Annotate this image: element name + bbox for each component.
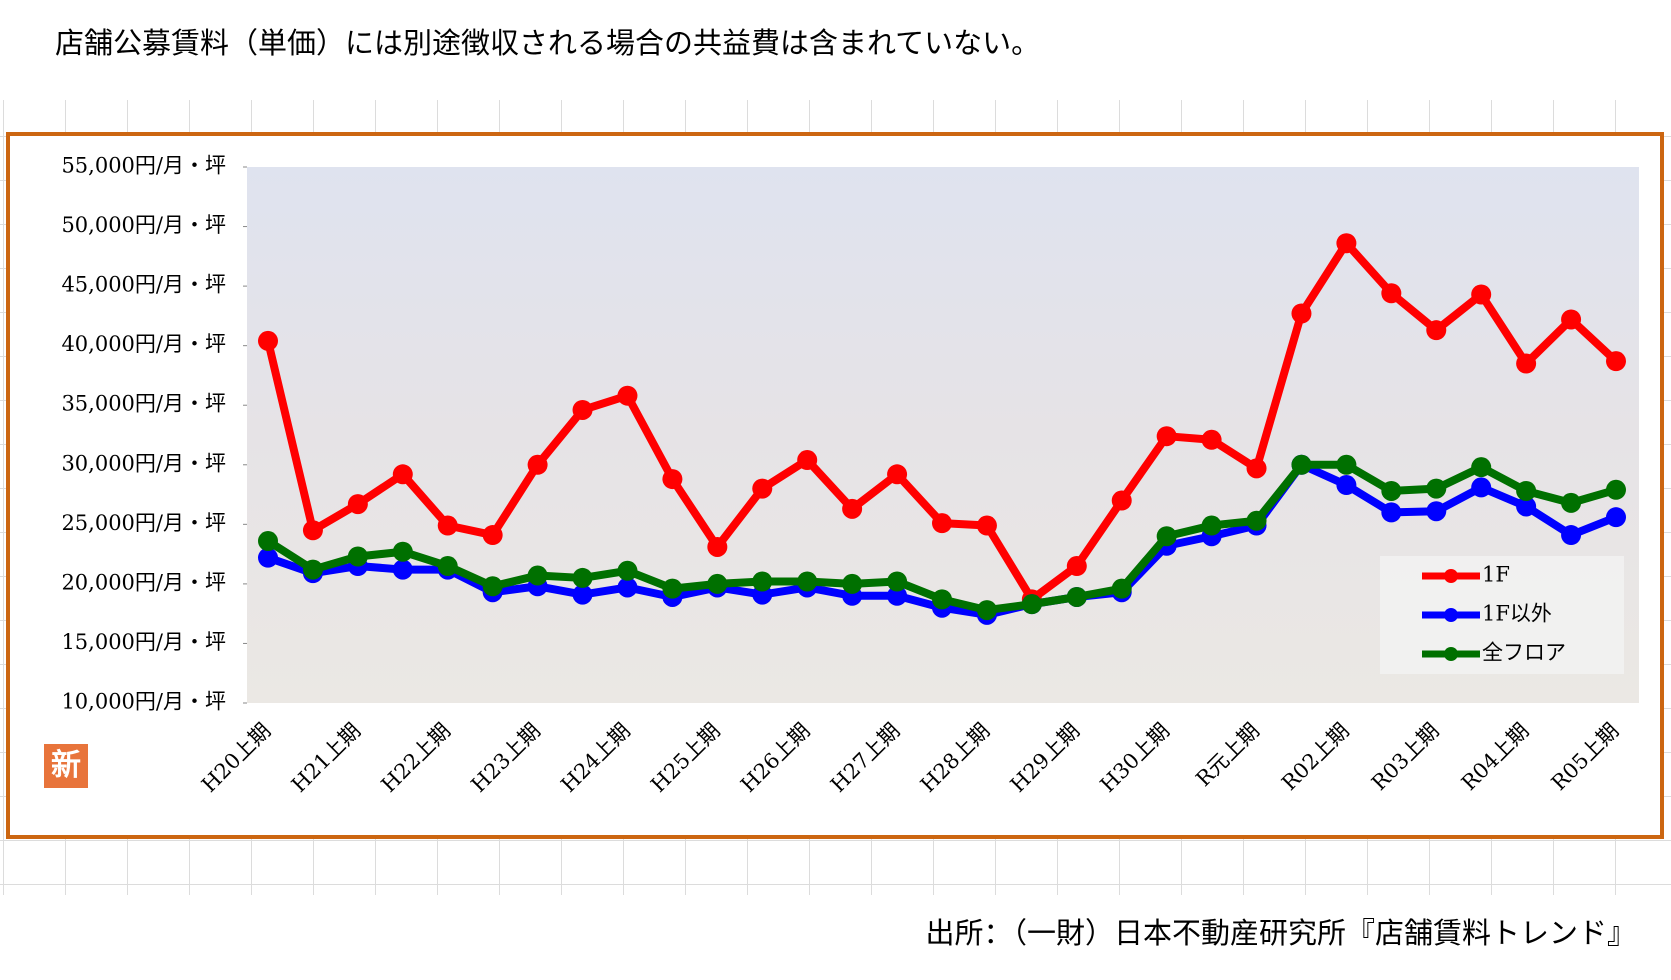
- data-point: [572, 567, 593, 588]
- data-point: [932, 513, 952, 534]
- data-point: [707, 573, 728, 594]
- data-point: [437, 515, 458, 536]
- data-point: [347, 546, 368, 567]
- data-point: [1426, 478, 1447, 499]
- data-point: [482, 576, 503, 597]
- data-point: [1156, 526, 1177, 547]
- y-tick-label: 50,000円/月・坪: [61, 213, 226, 237]
- data-point: [1111, 490, 1132, 511]
- data-point: [437, 556, 458, 577]
- legend-marker: [1444, 569, 1458, 583]
- data-point: [887, 585, 908, 606]
- data-point: [1381, 480, 1402, 501]
- data-point: [392, 559, 413, 580]
- data-point: [842, 573, 863, 594]
- page-title: 店舗公募賃料（単価）には別途徴収される場合の共益費は含まれていない。: [55, 26, 1040, 60]
- y-tick-label: 25,000円/月・坪: [61, 511, 226, 535]
- data-point: [1426, 501, 1447, 522]
- data-point: [347, 494, 368, 515]
- data-point: [1516, 353, 1537, 374]
- data-point: [1066, 556, 1087, 577]
- data-point: [1201, 429, 1222, 450]
- data-point: [1381, 502, 1402, 523]
- y-tick-label: 35,000円/月・坪: [61, 392, 226, 416]
- data-point: [662, 578, 683, 599]
- data-point: [258, 531, 278, 552]
- y-tick-label: 10,000円/月・坪: [61, 690, 226, 714]
- data-point: [1426, 320, 1447, 341]
- badge-icon: [44, 744, 88, 788]
- data-point: [662, 469, 683, 490]
- data-point: [1291, 303, 1312, 324]
- data-point: [707, 536, 728, 557]
- data-point: [1336, 233, 1357, 254]
- data-point: [392, 464, 413, 485]
- source-note: 出所：（一財）日本不動産研究所『店舗賃料トレンド』: [925, 916, 1636, 950]
- y-tick-label: 45,000円/月・坪: [61, 273, 226, 297]
- data-point: [752, 478, 773, 499]
- data-point: [617, 577, 638, 598]
- legend-label: 1F以外: [1482, 602, 1552, 626]
- data-point: [1471, 284, 1492, 305]
- data-point: [258, 330, 278, 351]
- data-point: [1156, 426, 1177, 447]
- data-point: [527, 454, 548, 475]
- data-point: [572, 399, 593, 420]
- legend-label: 全フロア: [1482, 641, 1566, 665]
- data-point: [617, 560, 638, 581]
- data-point: [1561, 309, 1582, 330]
- title-band: [0, 0, 1671, 100]
- data-point: [1471, 457, 1492, 478]
- data-point: [1381, 283, 1402, 304]
- legend-label: 1F: [1482, 563, 1510, 587]
- data-point: [1291, 454, 1312, 475]
- data-point: [797, 450, 818, 471]
- data-point: [1606, 507, 1626, 528]
- data-point: [1606, 351, 1626, 372]
- data-point: [842, 498, 863, 519]
- data-point: [258, 547, 278, 568]
- y-tick-label: 30,000円/月・坪: [61, 451, 226, 475]
- y-tick-label: 55,000円/月・坪: [61, 154, 226, 178]
- data-point: [1516, 480, 1537, 501]
- legend-marker: [1444, 647, 1458, 661]
- data-point: [752, 571, 773, 592]
- data-point: [1336, 475, 1357, 496]
- y-tick-label: 40,000円/月・坪: [61, 332, 226, 356]
- data-point: [1201, 515, 1222, 536]
- data-point: [527, 565, 548, 586]
- data-point: [887, 464, 908, 485]
- footer-band: [0, 895, 1671, 980]
- data-point: [392, 541, 413, 562]
- data-point: [1516, 496, 1537, 517]
- data-point: [976, 515, 997, 536]
- badge-text: 新: [51, 748, 81, 783]
- data-point: [1561, 492, 1582, 513]
- data-point: [932, 589, 952, 610]
- data-point: [572, 584, 593, 605]
- data-point: [302, 559, 323, 580]
- data-point: [1336, 454, 1357, 475]
- data-point: [482, 525, 503, 546]
- data-point: [1606, 479, 1626, 500]
- data-point: [1246, 458, 1267, 479]
- y-tick-label: 20,000円/月・坪: [61, 570, 226, 594]
- data-point: [887, 571, 908, 592]
- data-point: [302, 520, 323, 541]
- data-point: [1111, 578, 1132, 599]
- legend-box: [1380, 556, 1624, 674]
- data-point: [797, 571, 818, 592]
- data-point: [617, 385, 638, 406]
- y-tick-label: 15,000円/月・坪: [61, 630, 226, 654]
- data-point: [1066, 586, 1087, 607]
- data-point: [1021, 594, 1042, 615]
- legend-marker: [1444, 608, 1458, 622]
- data-point: [1471, 477, 1492, 498]
- data-point: [976, 600, 997, 621]
- data-point: [1246, 510, 1267, 531]
- data-point: [1561, 525, 1582, 546]
